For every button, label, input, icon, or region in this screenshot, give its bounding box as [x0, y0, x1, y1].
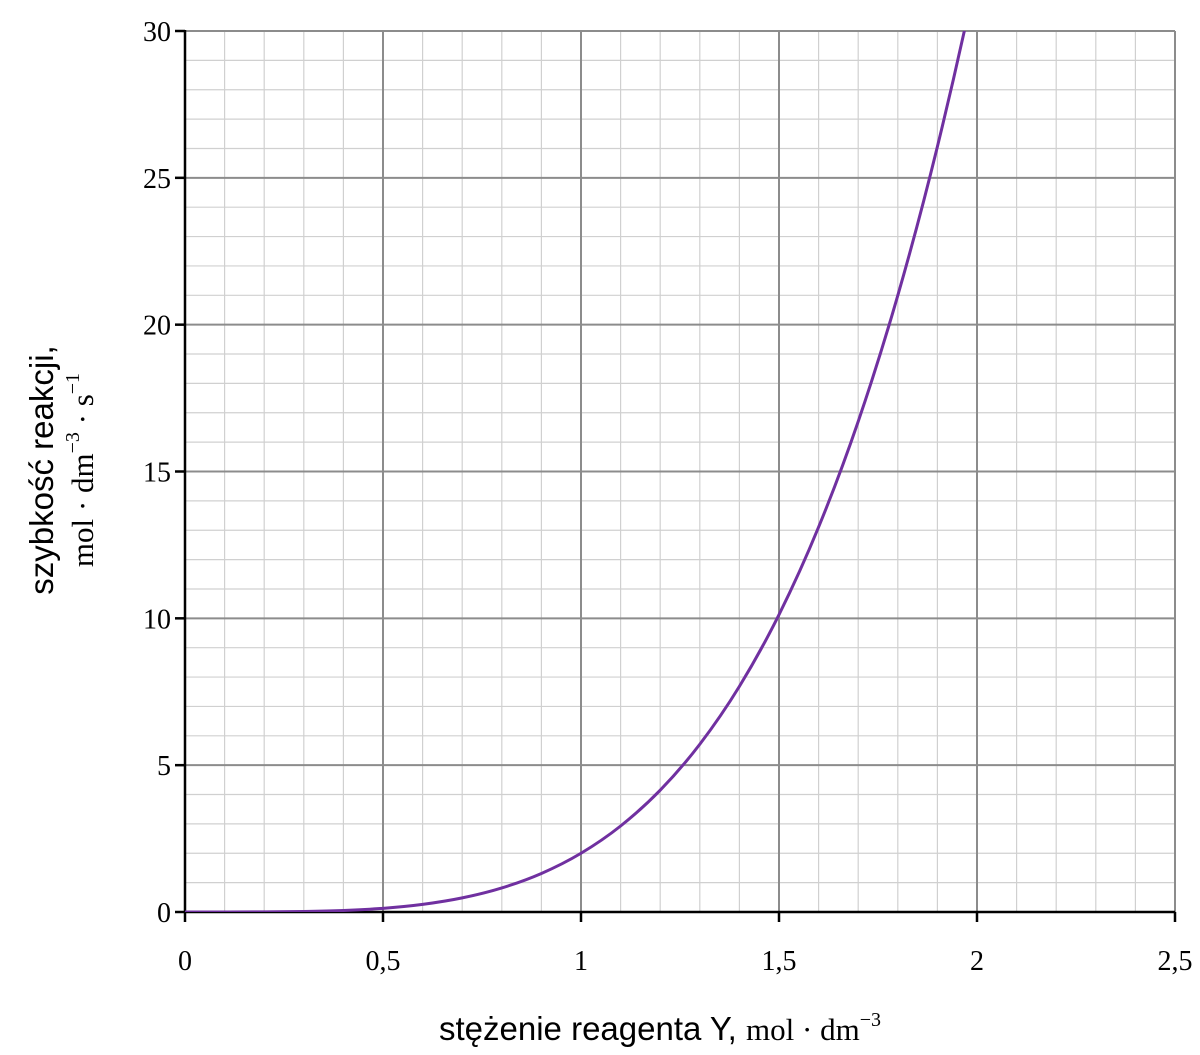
y-axis-label-line2: mol · dm−3 · s−1 — [62, 373, 100, 567]
y-tick-label: 5 — [157, 751, 171, 782]
x-tick-label: 1,5 — [762, 946, 797, 977]
y-tick-label: 10 — [143, 604, 171, 635]
major-gridlines — [185, 30, 1176, 912]
y-tick-label: 20 — [143, 311, 171, 342]
x-tick-label: 1 — [574, 946, 588, 977]
y-tick-label: 25 — [143, 164, 171, 195]
x-tick-label: 0,5 — [366, 946, 401, 977]
x-tick-label: 0 — [178, 946, 192, 977]
y-tick-label: 30 — [143, 17, 171, 48]
tick-labels: 0 5 10 15 20 25 30 0 0,5 1 1,5 2 2,5 — [143, 17, 1193, 977]
series-layer — [185, 31, 966, 912]
x-axis-label: stężenie reagenta Y, mol · dm−3 — [439, 1009, 881, 1047]
axes — [175, 29, 1177, 922]
x-tick-label: 2 — [970, 946, 984, 977]
y-axis-label-line1: szybkość reakcji, — [23, 345, 60, 594]
y-tick-label: 15 — [143, 458, 171, 489]
series-line — [185, 31, 966, 912]
x-tick-label: 2,5 — [1158, 946, 1193, 977]
y-tick-label: 0 — [157, 898, 171, 929]
